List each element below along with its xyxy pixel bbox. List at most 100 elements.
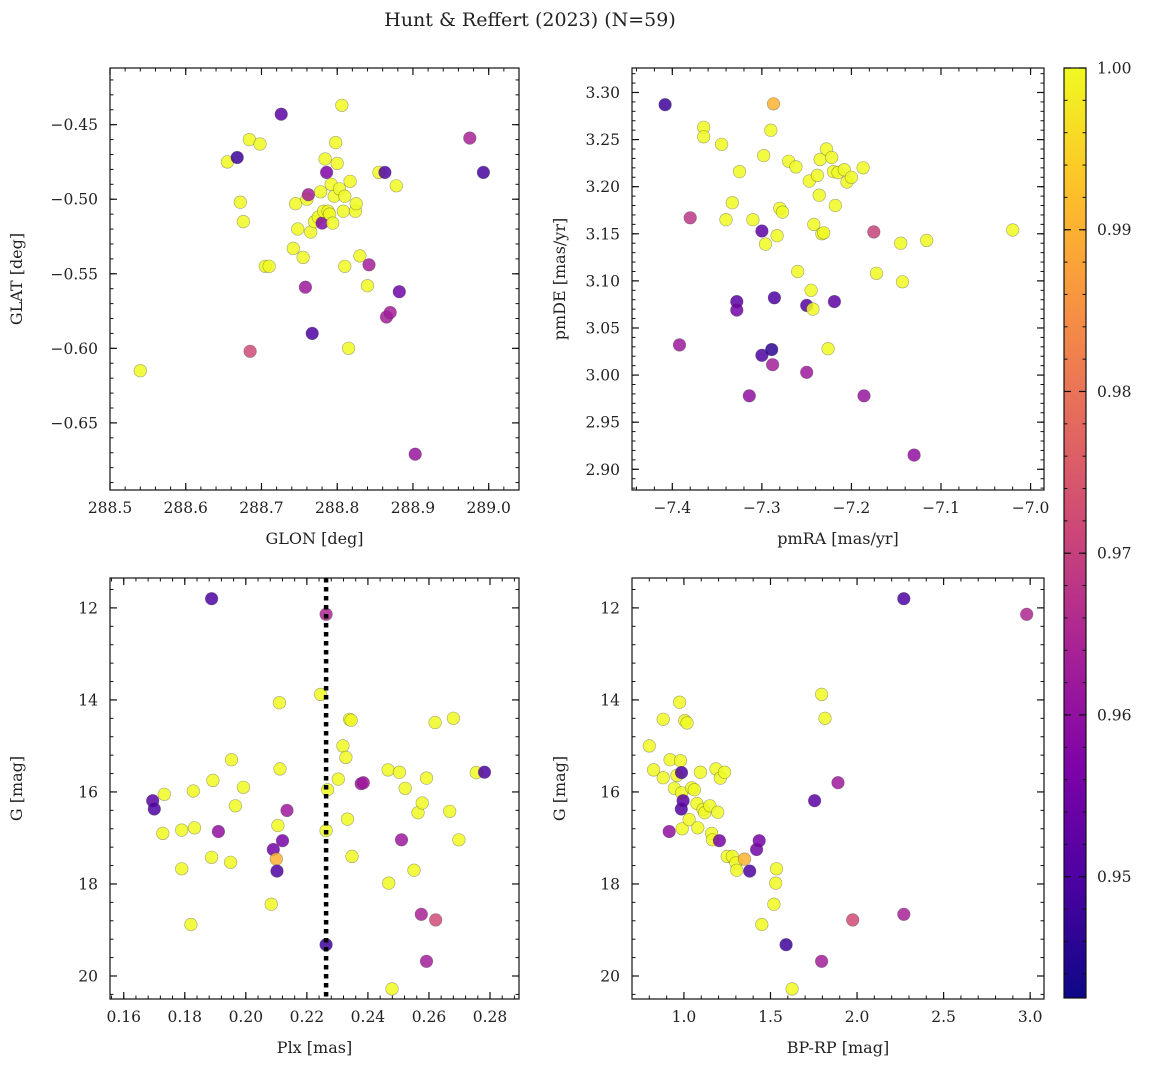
scatter-point — [752, 834, 766, 848]
scatter-point — [758, 237, 773, 251]
scatter-point — [846, 913, 860, 927]
scatter-point — [895, 275, 910, 289]
scatter-point — [184, 917, 198, 932]
scatter-point — [894, 236, 908, 250]
scatter-point — [236, 215, 250, 229]
scatter-point — [349, 197, 363, 211]
y-tick-label: −0.45 — [51, 116, 99, 134]
scatter-point — [419, 954, 434, 968]
axes-frame — [109, 577, 520, 1000]
scatter-point — [385, 982, 399, 996]
scatter-point — [680, 716, 694, 730]
scatter-point — [236, 780, 250, 794]
scatter-point — [340, 812, 355, 826]
scatter-point — [407, 863, 421, 877]
scatter-point — [743, 864, 757, 878]
scatter-point — [187, 821, 202, 835]
x-tick-label: 2.0 — [845, 1008, 870, 1026]
x-tick-label: 0.22 — [290, 1008, 325, 1026]
scatter-point — [869, 266, 884, 280]
axes-frame — [631, 577, 1045, 1000]
x-axis-label: Plx [mas] — [277, 1038, 352, 1057]
scatter-point — [764, 123, 778, 137]
scatter-point — [755, 348, 769, 362]
scatter-point — [394, 833, 409, 847]
y-tick-label: 12 — [600, 599, 620, 617]
x-tick-label: 1.5 — [758, 1008, 783, 1026]
scatter-point — [329, 136, 343, 150]
scatter-point — [821, 342, 835, 356]
scatter-point — [775, 205, 790, 219]
scatter-point — [769, 876, 783, 890]
colorbar-tick-label: 1.00 — [1097, 60, 1132, 78]
scatter-point — [779, 938, 793, 952]
scatter-point — [810, 168, 825, 182]
scatter-point — [755, 224, 769, 238]
y-tick-label: 2.90 — [585, 461, 620, 479]
scatter-point — [298, 280, 313, 294]
scatter-point — [381, 763, 395, 777]
scatter-point — [408, 447, 422, 461]
figure-title: Hunt & Reffert (2023) (N=59) — [384, 9, 676, 31]
scatter-point — [330, 156, 344, 170]
y-tick-label: 3.10 — [585, 272, 620, 290]
scatter-point — [642, 739, 656, 753]
y-axis-label: pmDE [mas/yr] — [550, 218, 569, 341]
scatter-point — [693, 765, 708, 779]
x-tick-label: 288.8 — [315, 499, 359, 517]
x-tick-label: 0.28 — [473, 1008, 508, 1026]
y-tick-label: 3.25 — [585, 131, 620, 149]
scatter-point — [714, 137, 729, 151]
x-tick-label: 0.24 — [351, 1008, 386, 1026]
x-axis-label: BP-RP [mag] — [787, 1038, 889, 1057]
scatter-point — [765, 358, 780, 372]
scatter-point — [463, 131, 477, 145]
y-tick-label: 14 — [600, 691, 620, 709]
scatter-point — [243, 344, 257, 358]
colorbar: 0.95 0.96 0.97 0.98 0.99 1.00 — [1063, 60, 1132, 999]
scatter-point — [291, 222, 305, 236]
scatter-point — [429, 913, 443, 927]
scatter-point — [414, 907, 428, 921]
panel-sky: 288.5 288.6 288.7 288.8 288.9 289.0 −0.45 −0.50… — [7, 67, 520, 548]
scatter-point — [392, 285, 406, 299]
scatter-point — [662, 824, 676, 839]
scatter-point — [314, 687, 328, 702]
x-tick-label: −7.2 — [833, 499, 871, 517]
scatter-point — [271, 818, 285, 833]
scatter-point — [807, 794, 822, 808]
axes-frame — [109, 67, 520, 491]
x-tick-label: 3.0 — [1018, 1008, 1043, 1026]
scatter-point — [672, 338, 687, 352]
x-tick-label: −7.4 — [653, 499, 691, 517]
scatter-point — [711, 805, 725, 819]
scatter-point — [672, 695, 687, 709]
scatter-point — [262, 259, 276, 273]
scatter-point — [812, 188, 826, 202]
scatter-point — [682, 812, 696, 827]
x-tick-label: 288.7 — [239, 499, 283, 517]
scatter-point — [398, 781, 412, 795]
scatter-point — [289, 197, 303, 211]
scatter-point — [428, 715, 442, 730]
scatter-point — [791, 264, 805, 279]
y-tick-label: 20 — [600, 967, 620, 985]
minor-ticks — [110, 578, 519, 999]
scatter-points — [642, 592, 1034, 996]
scatter-point — [296, 250, 310, 264]
scatter-point — [746, 213, 760, 227]
scatter-point — [301, 188, 316, 202]
y-tick-label: 18 — [78, 875, 98, 893]
scatter-point — [253, 137, 267, 151]
scatter-point — [133, 364, 147, 378]
scatter-point — [342, 341, 356, 355]
scatter-point — [264, 897, 278, 911]
y-tick-label: −0.60 — [51, 340, 99, 358]
scatter-point — [360, 279, 375, 293]
scatter-points — [146, 592, 492, 996]
scatter-point — [228, 799, 242, 813]
scatter-point — [674, 765, 689, 780]
y-tick-label: 12 — [78, 599, 98, 617]
scatter-point — [814, 954, 829, 968]
scatter-point — [175, 823, 189, 837]
